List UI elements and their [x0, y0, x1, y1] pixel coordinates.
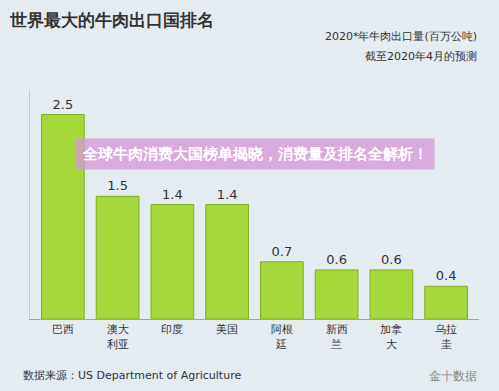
svg-text:数据来源：US Department of Agricult: 数据来源：US Department of Agriculture — [23, 369, 241, 382]
svg-text:0.6: 0.6 — [381, 252, 402, 267]
svg-text:金十数据: 金十数据 — [429, 369, 477, 383]
svg-text:1.4: 1.4 — [162, 187, 183, 202]
svg-text:阿根廷: 阿根廷 — [271, 323, 293, 350]
svg-text:澳大利亚: 澳大利亚 — [107, 323, 129, 350]
svg-text:巴西: 巴西 — [52, 323, 74, 336]
svg-text:1.5: 1.5 — [107, 178, 128, 193]
svg-text:截至2020年4月的预测: 截至2020年4月的预测 — [365, 50, 477, 63]
svg-text:0.7: 0.7 — [272, 244, 293, 259]
svg-text:0.6: 0.6 — [326, 252, 347, 267]
svg-text:1.4: 1.4 — [217, 187, 238, 202]
svg-text:全球牛肉消费大国榜单揭晓，消费量及排名全解析！: 全球牛肉消费大国榜单揭晓，消费量及排名全解析！ — [82, 145, 428, 163]
svg-text:印度: 印度 — [161, 323, 183, 336]
svg-text:新西兰: 新西兰 — [326, 323, 348, 350]
svg-text:加拿大: 加拿大 — [380, 323, 402, 350]
svg-text:0.4: 0.4 — [436, 268, 457, 283]
svg-text:美国: 美国 — [216, 323, 238, 336]
svg-text:2.5: 2.5 — [53, 97, 74, 112]
svg-text:世界最大的牛肉出口国排名: 世界最大的牛肉出口国排名 — [9, 10, 214, 30]
svg-text:2020*年牛肉出口量(百万公吨): 2020*年牛肉出口量(百万公吨) — [325, 30, 477, 43]
svg-text:乌拉圭: 乌拉圭 — [435, 323, 457, 350]
